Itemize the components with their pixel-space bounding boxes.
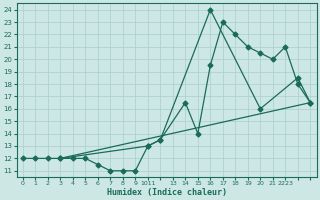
X-axis label: Humidex (Indice chaleur): Humidex (Indice chaleur)	[107, 188, 227, 197]
